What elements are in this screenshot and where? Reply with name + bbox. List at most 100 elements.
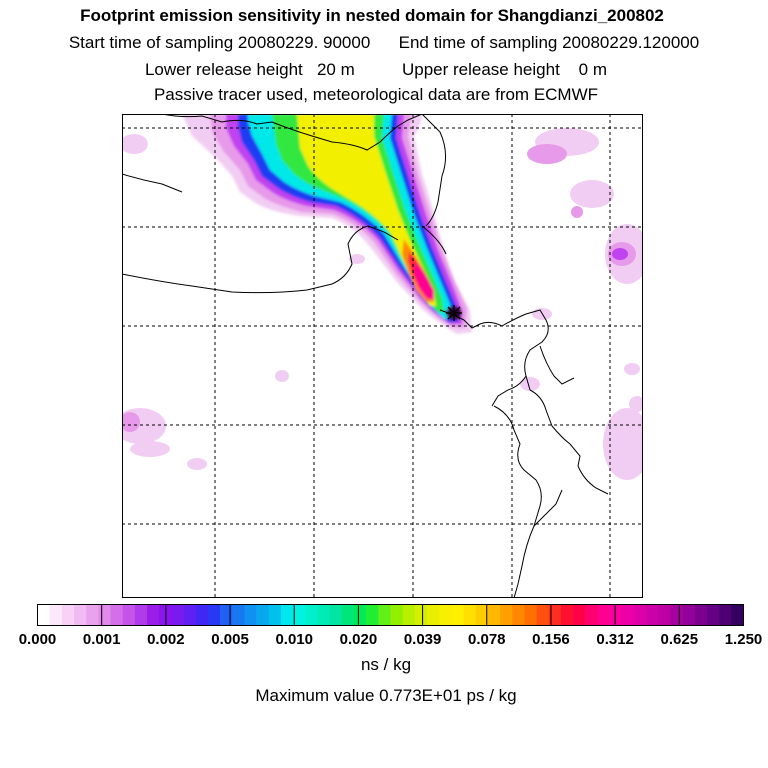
patch (612, 248, 628, 260)
map-frame (122, 114, 643, 598)
coastline (439, 309, 549, 391)
marker-stroke (447, 306, 461, 320)
unit-label: ns / kg (360, 655, 412, 674)
colorbar-tick-label: 0.005 (211, 631, 249, 648)
receptor-cross-marker (446, 305, 462, 321)
colorbar-cell (49, 604, 63, 626)
colorbar-cell (268, 604, 282, 626)
colorbar-cell (98, 604, 111, 626)
colorbar-cell (61, 604, 75, 626)
colorbar-tick-label: 0.002 (147, 631, 185, 648)
colorbar-cell (195, 604, 209, 626)
coastline (421, 114, 446, 227)
colorbar-tick-label: 0.010 (275, 631, 313, 648)
colorbar-cell (682, 604, 696, 626)
colorbar-cell (597, 604, 610, 626)
colorbar-cell (293, 604, 306, 626)
colorbar-cell (414, 604, 428, 626)
colorbar-cell (74, 604, 87, 626)
colorbar-tick-label: 0.039 (404, 631, 442, 648)
colorbar-cell (694, 604, 708, 626)
colorbar-cell (390, 604, 403, 626)
colorbar-cell (500, 604, 513, 626)
coastlines (122, 114, 609, 598)
colorbar-cell (609, 604, 623, 626)
colorbar-cell (439, 604, 452, 626)
coastline (161, 114, 423, 151)
colorbar-frame (37, 604, 744, 626)
colorbar-tick-label: 0.001 (83, 631, 121, 648)
colorbar-cell (134, 604, 148, 626)
patch (122, 134, 148, 154)
patch (122, 412, 140, 432)
colorbar-cell (317, 604, 330, 626)
coastline (493, 405, 542, 598)
graticule (122, 114, 643, 598)
colorbar-cell (475, 604, 489, 626)
patch (603, 408, 643, 480)
colorbar-cell (573, 604, 586, 626)
colorbar-cell (633, 604, 647, 626)
colorbar-cell (719, 604, 732, 626)
colorbar-tick-label: 0.078 (468, 631, 506, 648)
colorbar-cell (305, 604, 318, 626)
colorbar-cell (207, 604, 221, 626)
colorbar-cell (560, 604, 574, 626)
patch (130, 441, 170, 457)
colorbar-tick-label: 0.625 (661, 631, 699, 648)
colorbar-tick-label: 0.312 (596, 631, 634, 648)
title-line-3: Lower release height 20 m Upper release … (144, 60, 608, 79)
colorbar-cell (280, 604, 294, 626)
colorbar: 0.000 0.001 0.002 0.005 0.010 0.020 0.039 0.078… (19, 604, 763, 648)
colorbar-cell (329, 604, 343, 626)
colorbar-cell (512, 604, 525, 626)
coastline (539, 345, 575, 385)
max-value-label: Maximum value 0.773E+01 ps / kg (255, 686, 517, 705)
patch (527, 144, 567, 164)
patch (275, 370, 289, 382)
colorbar-cell (147, 604, 160, 626)
coastline (533, 489, 563, 527)
colorbar-cell (183, 604, 197, 626)
colorbar-cell (171, 604, 184, 626)
patch (520, 377, 540, 391)
patch (349, 254, 365, 264)
colorbar-cell (232, 604, 245, 626)
colorbar-cell (706, 604, 720, 626)
title-line-2: Start time of sampling 20080229. 90000 E… (68, 33, 700, 52)
colorbar-tick-label: 1.250 (725, 631, 763, 648)
colorbar-cell (451, 604, 464, 626)
colorbar-cell (487, 604, 501, 626)
colorbar-cells (37, 604, 744, 626)
colorbar-cell (366, 604, 379, 626)
plume-band-magenta (414, 262, 434, 300)
colorbar-cell (86, 604, 99, 626)
colorbar-cell (378, 604, 391, 626)
coastline (491, 375, 527, 407)
coastline (122, 225, 399, 294)
colorbar-tick-label: 0.020 (340, 631, 378, 648)
coastline (577, 465, 609, 495)
background-sensitivity-patches (122, 128, 643, 480)
patch (571, 206, 583, 218)
footprint-map (122, 114, 643, 598)
patch (629, 396, 643, 412)
colorbar-cell (536, 604, 550, 626)
colorbar-cell (341, 604, 355, 626)
colorbar-cell (646, 604, 659, 626)
coastline (122, 173, 183, 193)
colorbar-tick-label: 0.156 (532, 631, 570, 648)
colorbar-cell (585, 604, 598, 626)
colorbar-cell (353, 604, 367, 626)
colorbar-cell (524, 604, 537, 626)
colorbar-cell (37, 604, 50, 626)
colorbar-cell (621, 604, 635, 626)
title-line-1: Footprint emission sensitivity in nested… (80, 6, 664, 25)
title-line-4: Passive tracer used, meteorological data… (153, 85, 599, 104)
coastline (529, 389, 581, 467)
colorbar-tick-label: 0.000 (19, 631, 57, 648)
colorbar-cell (463, 604, 477, 626)
colorbar-cell (548, 604, 562, 626)
colorbar-cell (658, 604, 671, 626)
colorbar-cell (731, 604, 744, 626)
